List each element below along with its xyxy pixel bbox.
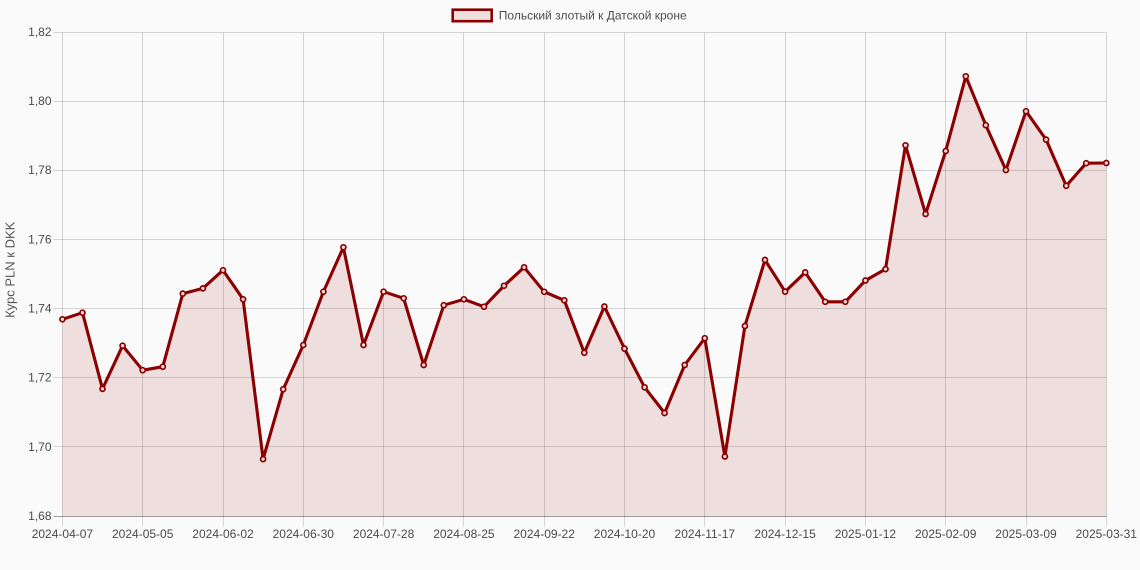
- svg-text:1,70: 1,70: [28, 440, 52, 454]
- svg-text:Польский злотый к Датской крон: Польский злотый к Датской кроне: [499, 9, 687, 23]
- svg-text:2025-02-09: 2025-02-09: [915, 527, 977, 541]
- svg-text:2024-07-28: 2024-07-28: [353, 527, 415, 541]
- svg-text:2025-03-09: 2025-03-09: [995, 527, 1057, 541]
- svg-text:2025-01-12: 2025-01-12: [835, 527, 897, 541]
- svg-text:1,72: 1,72: [28, 371, 52, 385]
- svg-text:2024-06-30: 2024-06-30: [273, 527, 335, 541]
- svg-text:2024-04-07: 2024-04-07: [32, 527, 94, 541]
- svg-text:2024-05-05: 2024-05-05: [112, 527, 174, 541]
- svg-text:1,74: 1,74: [28, 302, 52, 316]
- svg-text:2024-08-25: 2024-08-25: [433, 527, 495, 541]
- svg-text:1,78: 1,78: [28, 163, 52, 177]
- svg-text:2024-09-22: 2024-09-22: [514, 527, 576, 541]
- svg-text:1,68: 1,68: [28, 509, 52, 523]
- svg-text:1,82: 1,82: [28, 25, 52, 39]
- svg-text:2024-10-20: 2024-10-20: [594, 527, 656, 541]
- svg-text:1,80: 1,80: [28, 94, 52, 108]
- svg-text:1,76: 1,76: [28, 232, 52, 246]
- svg-text:Курс PLN к DKK: Курс PLN к DKK: [3, 221, 18, 318]
- svg-text:2024-06-02: 2024-06-02: [192, 527, 254, 541]
- svg-text:2025-03-31: 2025-03-31: [1076, 527, 1138, 541]
- svg-text:2024-12-15: 2024-12-15: [754, 527, 816, 541]
- svg-text:2024-11-17: 2024-11-17: [675, 527, 736, 541]
